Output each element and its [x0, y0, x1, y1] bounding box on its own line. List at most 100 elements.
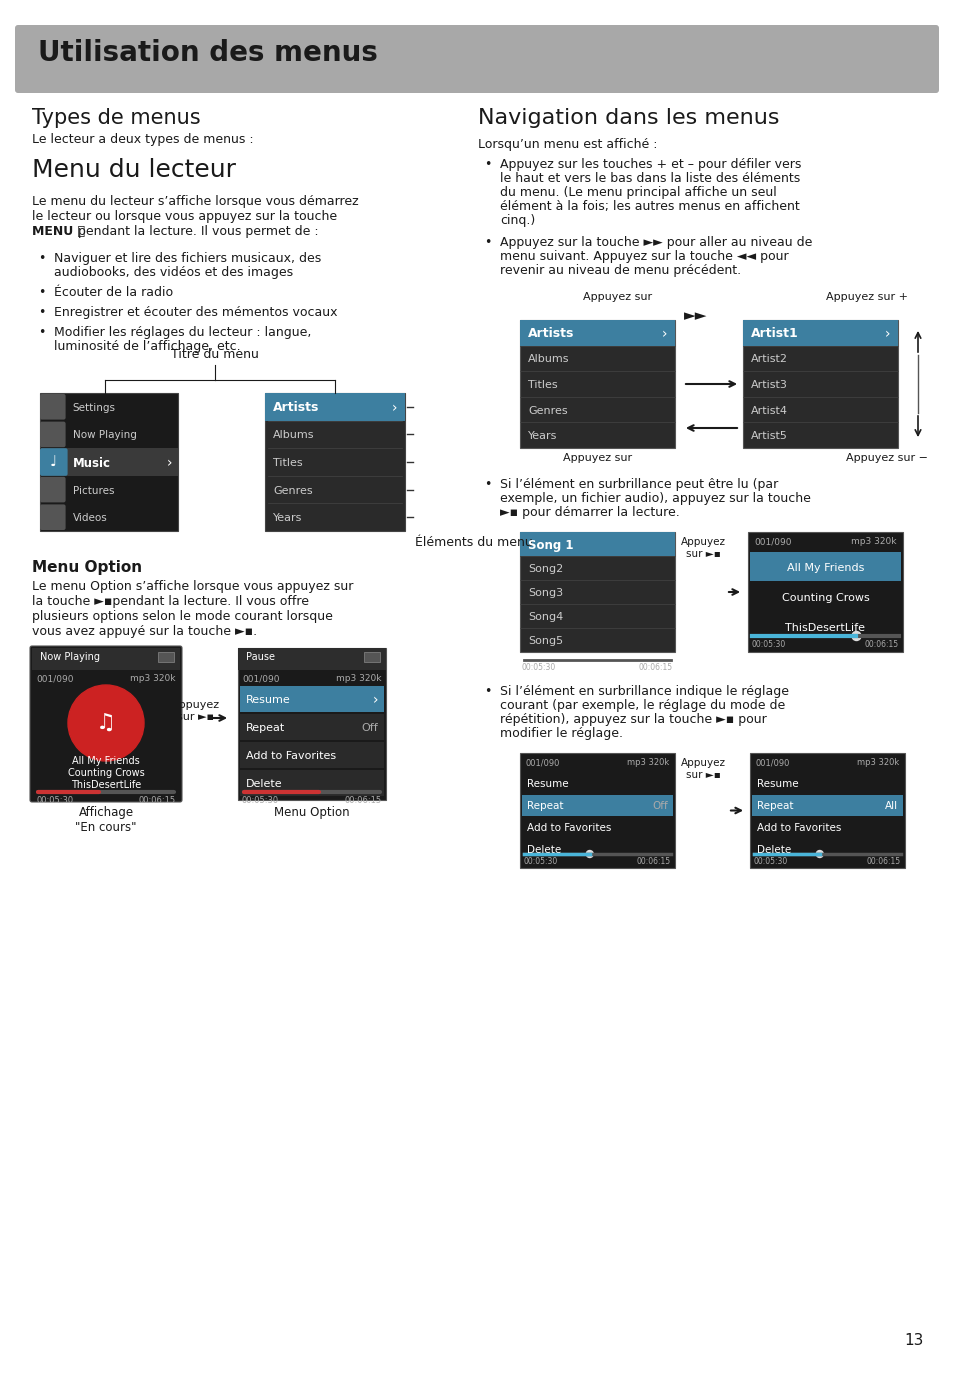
- Text: sur ►▪: sur ►▪: [685, 550, 720, 559]
- Text: mp3 320k: mp3 320k: [856, 758, 898, 767]
- Text: Pause: Pause: [246, 653, 274, 662]
- Text: ›: ›: [884, 327, 890, 341]
- Text: ►►: ►►: [683, 308, 707, 323]
- Text: •: •: [483, 236, 491, 249]
- FancyBboxPatch shape: [742, 320, 897, 448]
- Text: ›: ›: [373, 692, 378, 708]
- Text: Genres: Genres: [273, 485, 313, 496]
- FancyBboxPatch shape: [265, 393, 405, 530]
- Text: mp3 320k: mp3 320k: [851, 537, 896, 545]
- Text: plusieurs options selon le mode courant lorsque: plusieurs options selon le mode courant …: [32, 610, 333, 622]
- FancyBboxPatch shape: [521, 796, 672, 816]
- Text: Years: Years: [273, 514, 302, 523]
- Text: 00:06:15: 00:06:15: [139, 796, 175, 805]
- Text: Add to Favorites: Add to Favorites: [757, 823, 841, 833]
- FancyBboxPatch shape: [751, 796, 902, 816]
- Text: Artist1: Artist1: [750, 327, 798, 341]
- Text: Song5: Song5: [527, 636, 562, 646]
- FancyBboxPatch shape: [237, 649, 386, 671]
- Text: All: All: [884, 801, 897, 811]
- Text: Artist5: Artist5: [750, 431, 787, 441]
- Text: 001/090: 001/090: [525, 758, 559, 767]
- FancyBboxPatch shape: [40, 393, 178, 530]
- Text: •: •: [38, 286, 46, 300]
- Text: audiobooks, des vidéos et des images: audiobooks, des vidéos et des images: [54, 267, 293, 279]
- FancyBboxPatch shape: [519, 532, 675, 556]
- Text: Resume: Resume: [246, 695, 291, 705]
- Text: Enregistrer et écouter des mémentos vocaux: Enregistrer et écouter des mémentos voca…: [54, 306, 337, 319]
- Text: vous avez appuyé sur la touche ►▪.: vous avez appuyé sur la touche ►▪.: [32, 625, 257, 638]
- Text: Albums: Albums: [527, 354, 569, 364]
- Text: All My Friends: All My Friends: [72, 756, 140, 765]
- Text: 00:06:15: 00:06:15: [345, 796, 381, 805]
- Text: ›: ›: [661, 327, 667, 341]
- Text: Pictures: Pictures: [72, 485, 114, 496]
- Circle shape: [851, 632, 861, 640]
- Text: Artist3: Artist3: [750, 381, 787, 390]
- FancyBboxPatch shape: [749, 753, 904, 868]
- Text: Resume: Resume: [526, 779, 568, 789]
- Text: 13: 13: [903, 1333, 923, 1348]
- Text: Lorsqu’un menu est affiché :: Lorsqu’un menu est affiché :: [477, 137, 657, 151]
- Text: 00:05:30: 00:05:30: [523, 857, 558, 866]
- Text: Song4: Song4: [527, 611, 562, 622]
- Text: •: •: [38, 306, 46, 319]
- Text: mp3 320k: mp3 320k: [336, 675, 381, 683]
- FancyBboxPatch shape: [237, 649, 386, 800]
- Text: 00:05:30: 00:05:30: [753, 857, 787, 866]
- Text: Repeat: Repeat: [246, 723, 285, 732]
- Text: Le lecteur a deux types de menus :: Le lecteur a deux types de menus :: [32, 133, 253, 146]
- Text: Artist2: Artist2: [750, 354, 787, 364]
- Text: Menu Option: Menu Option: [32, 561, 142, 574]
- Text: 001/090: 001/090: [242, 675, 279, 683]
- Text: 00:05:30: 00:05:30: [751, 640, 785, 649]
- Text: pendant la lecture. Il vous permet de :: pendant la lecture. Il vous permet de :: [74, 225, 318, 238]
- Text: Modifier les réglages du lecteur : langue,: Modifier les réglages du lecteur : langu…: [54, 326, 311, 339]
- Text: revenir au niveau de menu précédent.: revenir au niveau de menu précédent.: [499, 264, 740, 278]
- Text: Now Playing: Now Playing: [40, 653, 100, 662]
- Text: Le menu Option s’affiche lorsque vous appuyez sur: Le menu Option s’affiche lorsque vous ap…: [32, 580, 353, 594]
- Text: All My Friends: All My Friends: [786, 563, 863, 573]
- Text: Add to Favorites: Add to Favorites: [246, 752, 335, 761]
- Text: Artists: Artists: [273, 401, 319, 415]
- Text: Affichage
"En cours": Affichage "En cours": [75, 807, 136, 834]
- Text: cinq.): cinq.): [499, 214, 535, 227]
- FancyBboxPatch shape: [742, 320, 897, 346]
- Circle shape: [68, 686, 144, 761]
- FancyBboxPatch shape: [265, 393, 405, 420]
- Text: ♩: ♩: [51, 455, 57, 470]
- Text: Albums: Albums: [273, 430, 314, 441]
- Text: Appuyez: Appuyez: [172, 699, 220, 710]
- Text: Song2: Song2: [527, 563, 562, 574]
- Text: 00:06:15: 00:06:15: [866, 857, 900, 866]
- Text: Appuyez: Appuyez: [679, 758, 724, 768]
- Text: Settings: Settings: [72, 403, 115, 412]
- FancyBboxPatch shape: [240, 714, 384, 741]
- Text: Menu du lecteur: Menu du lecteur: [32, 158, 235, 181]
- Text: Off: Off: [652, 801, 667, 811]
- Text: •: •: [38, 326, 46, 339]
- Text: répétition), appuyez sur la touche ►▪ pour: répétition), appuyez sur la touche ►▪ po…: [499, 713, 766, 725]
- Text: ›: ›: [392, 401, 397, 415]
- Text: ►▪ pour démarrer la lecture.: ►▪ pour démarrer la lecture.: [499, 506, 679, 519]
- Text: le lecteur ou lorsque vous appuyez sur la touche: le lecteur ou lorsque vous appuyez sur l…: [32, 210, 336, 223]
- Text: sur ►▪: sur ►▪: [685, 769, 720, 780]
- Text: Repeat: Repeat: [526, 801, 563, 811]
- FancyBboxPatch shape: [158, 653, 173, 662]
- Text: Appuyez sur les touches + et – pour défiler vers: Appuyez sur les touches + et – pour défi…: [499, 158, 801, 170]
- Text: sur ►▪: sur ►▪: [177, 712, 214, 721]
- FancyBboxPatch shape: [40, 394, 66, 419]
- Text: Resume: Resume: [757, 779, 798, 789]
- FancyBboxPatch shape: [519, 320, 675, 346]
- Text: Titre du menu: Titre du menu: [171, 348, 258, 361]
- FancyBboxPatch shape: [32, 649, 180, 671]
- Text: Music: Music: [72, 456, 111, 470]
- Text: Naviguer et lire des fichiers musicaux, des: Naviguer et lire des fichiers musicaux, …: [54, 251, 321, 265]
- Text: modifier le réglage.: modifier le réglage.: [499, 727, 622, 741]
- Text: Appuyez sur: Appuyez sur: [583, 293, 652, 302]
- Text: Si l’élément en surbrillance peut être lu (par: Si l’élément en surbrillance peut être l…: [499, 478, 778, 491]
- Text: 00:06:15: 00:06:15: [864, 640, 898, 649]
- Text: Delete: Delete: [526, 845, 560, 855]
- FancyBboxPatch shape: [240, 686, 384, 712]
- FancyBboxPatch shape: [40, 448, 68, 475]
